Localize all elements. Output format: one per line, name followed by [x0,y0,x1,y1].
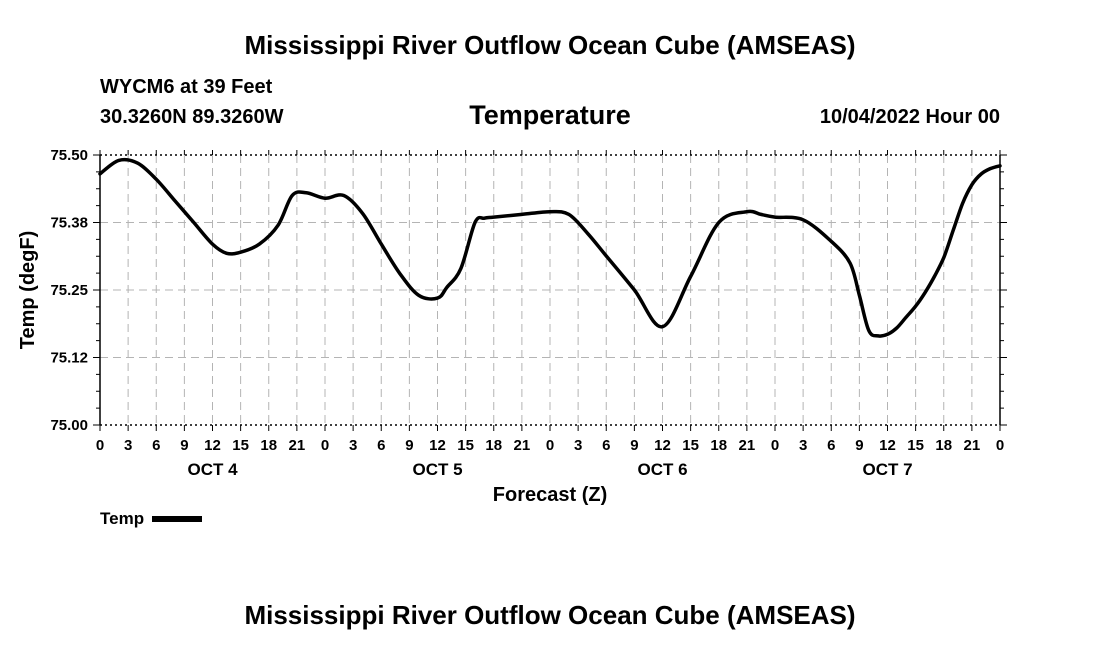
y-tick-label: 75.50 [50,147,88,164]
station-label: WYCM6 at 39 Feet [100,76,273,98]
y-tick-label: 75.38 [50,215,88,232]
x-tick-label: 9 [630,437,638,454]
main-title: Mississippi River Outflow Ocean Cube (AM… [244,30,856,60]
x-tick-label: 15 [457,437,474,454]
x-tick-label: 6 [377,437,385,454]
x-tick-label: 3 [124,437,132,454]
x-tick-label: 6 [827,437,835,454]
x-tick-label: 0 [771,437,779,454]
legend-label: Temp [100,509,145,528]
x-tick-label: 21 [289,437,306,454]
x-tick-label: 21 [739,437,756,454]
footer-title: Mississippi River Outflow Ocean Cube (AM… [244,600,856,630]
day-label: OCT 7 [862,460,912,479]
x-tick-label: 9 [180,437,188,454]
coordinates-label: 30.3260N 89.3260W [100,106,284,128]
x-tick-label: 12 [879,437,896,454]
x-tick-label: 0 [96,437,104,454]
x-tick-label: 3 [574,437,582,454]
x-tick-label: 18 [485,437,502,454]
x-axis-title: Forecast (Z) [493,484,607,506]
x-tick-label: 0 [321,437,329,454]
x-tick-label: 18 [935,437,952,454]
y-tick-label: 75.12 [50,350,88,367]
x-tick-label: 15 [907,437,924,454]
y-tick-label: 75.25 [50,282,88,299]
x-tick-label: 21 [964,437,981,454]
x-tick-label: 9 [855,437,863,454]
temp-series-line [98,157,1002,338]
x-tick-label: 21 [514,437,531,454]
x-tick-label: 12 [204,437,221,454]
x-tick-label: 3 [349,437,357,454]
day-label: OCT 6 [637,460,687,479]
legend-line-swatch [152,515,203,522]
y-axis-title: Temp (degF) [17,231,39,350]
x-tick-label: 12 [429,437,446,454]
x-tick-label: 0 [996,437,1004,454]
day-label: OCT 4 [187,460,238,479]
x-tick-label: 6 [602,437,610,454]
x-tick-label: 9 [405,437,413,454]
y-tick-label: 75.00 [50,417,88,434]
x-tick-label: 0 [546,437,554,454]
x-tick-label: 18 [260,437,277,454]
x-tick-label: 15 [232,437,249,454]
x-tick-label: 12 [654,437,671,454]
forecast-datetime: 10/04/2022 Hour 00 [819,106,1000,128]
day-label: OCT 5 [412,460,462,479]
x-tick-label: 15 [682,437,699,454]
x-tick-label: 18 [710,437,727,454]
x-tick-label: 6 [152,437,160,454]
legend: Temp [100,509,203,529]
x-tick-label: 3 [799,437,807,454]
chart-subtitle: Temperature [469,100,631,130]
